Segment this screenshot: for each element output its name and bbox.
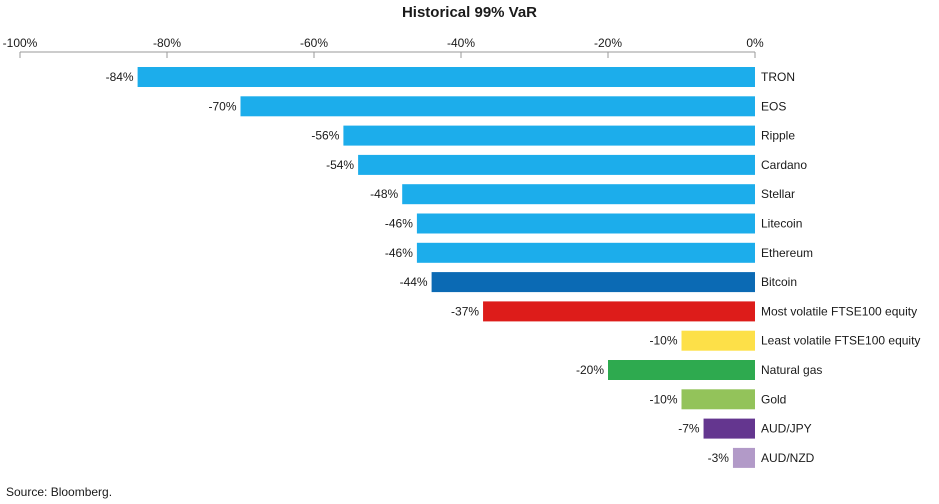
bar xyxy=(608,360,755,380)
category-label: EOS xyxy=(761,99,786,113)
value-label: -10% xyxy=(649,334,677,348)
bar xyxy=(416,242,755,263)
bar xyxy=(358,154,755,175)
value-label: -48% xyxy=(370,187,398,201)
value-label: -44% xyxy=(400,275,428,289)
category-label: AUD/NZD xyxy=(761,451,815,465)
x-axis: -100% -80% -60% -40% -20% 0% xyxy=(3,36,764,58)
bar xyxy=(137,67,756,87)
bar xyxy=(732,447,755,468)
category-label: Most volatile FTSE100 equity xyxy=(761,304,917,318)
category-label: Natural gas xyxy=(761,363,822,377)
bar xyxy=(703,418,755,439)
source-note: Source: Bloomberg. xyxy=(6,485,113,499)
bar xyxy=(431,272,755,293)
category-label: Stellar xyxy=(761,187,795,201)
bar xyxy=(402,184,755,205)
x-tick-label: -80% xyxy=(153,36,181,50)
labels: -84% TRON -70% EOS -56% Ripple -54% Cardano -48%… xyxy=(106,70,921,465)
value-label: -54% xyxy=(326,158,354,172)
bar xyxy=(343,125,755,146)
bars xyxy=(137,67,756,468)
value-label: -70% xyxy=(208,99,236,113)
value-label: -46% xyxy=(385,246,413,260)
bar xyxy=(240,96,755,117)
bar xyxy=(416,213,755,234)
bar xyxy=(483,301,755,322)
category-label: Gold xyxy=(761,392,786,406)
category-label: Litecoin xyxy=(761,217,802,231)
x-tick-label: -20% xyxy=(594,36,622,50)
bar xyxy=(681,330,755,351)
x-tick-label: -60% xyxy=(300,36,328,50)
category-label: Ethereum xyxy=(761,246,813,260)
value-label: -56% xyxy=(311,129,339,143)
category-label: AUD/JPY xyxy=(761,422,812,436)
value-label: -37% xyxy=(451,304,479,318)
value-label: -3% xyxy=(708,451,730,465)
value-label: -84% xyxy=(106,70,134,84)
bar xyxy=(681,389,755,410)
value-label: -20% xyxy=(576,363,604,377)
value-label: -7% xyxy=(678,422,700,436)
chart-title: Historical 99% VaR xyxy=(401,4,538,21)
x-tick-label: 0% xyxy=(746,36,764,50)
category-label: Least volatile FTSE100 equity xyxy=(761,334,920,348)
category-label: Ripple xyxy=(761,129,795,143)
category-label: TRON xyxy=(761,70,795,84)
category-label: Cardano xyxy=(761,158,807,172)
x-tick-label: -40% xyxy=(447,36,475,50)
x-tick-label: -100% xyxy=(3,36,38,50)
category-label: Bitcoin xyxy=(761,275,797,289)
value-label: -46% xyxy=(385,217,413,231)
value-label: -10% xyxy=(649,392,677,406)
